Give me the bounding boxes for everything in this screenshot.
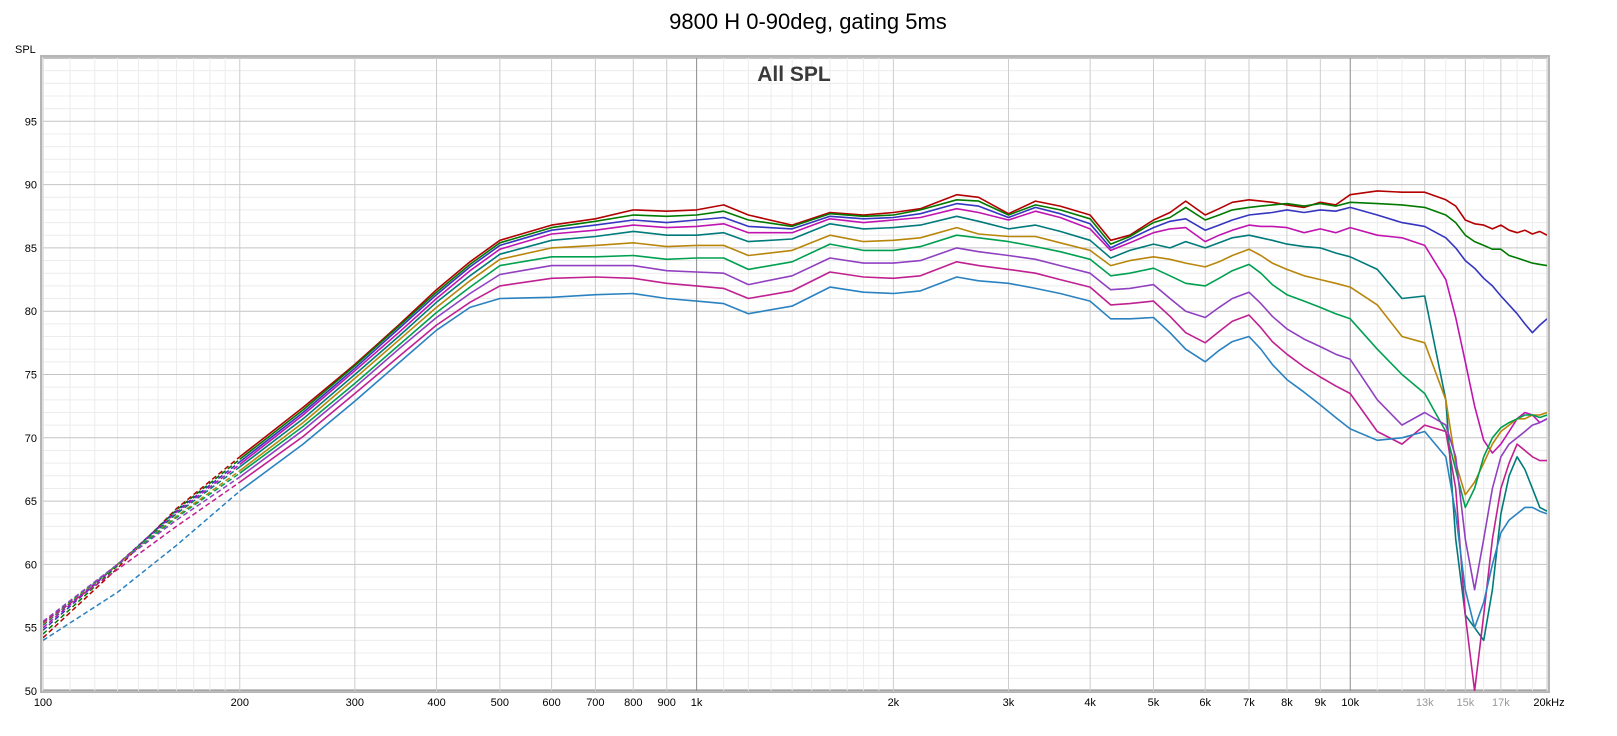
y-tick-label: 90 bbox=[25, 180, 37, 192]
x-tick-label: 8k bbox=[1281, 697, 1293, 709]
y-tick-label: 70 bbox=[25, 433, 37, 445]
x-tick-label: 400 bbox=[427, 697, 445, 709]
x-tick-label: 600 bbox=[542, 697, 560, 709]
y-tick-label: 95 bbox=[25, 116, 37, 128]
y-tick-label: 85 bbox=[25, 243, 37, 255]
y-tick-label: 50 bbox=[25, 686, 37, 698]
x-tick-label: 800 bbox=[624, 697, 642, 709]
grid bbox=[42, 58, 1548, 692]
x-tick-label: 300 bbox=[346, 697, 364, 709]
series-line bbox=[239, 226, 1547, 496]
x-tick-label: 700 bbox=[586, 697, 604, 709]
x-tick-label: 2k bbox=[888, 697, 900, 709]
series-line-extrapolated bbox=[43, 456, 241, 639]
y-axis-ticks: 50 55 60 65 70 75 80 85 90 95 bbox=[25, 116, 37, 698]
y-axis-label: SPL bbox=[15, 44, 36, 56]
x-tick-label: 500 bbox=[491, 697, 509, 709]
x-tick-label: 13k bbox=[1416, 697, 1434, 709]
x-tick-label: 200 bbox=[231, 697, 249, 709]
series-line bbox=[239, 247, 1547, 591]
series-line bbox=[239, 207, 1547, 466]
x-tick-label: 100 bbox=[34, 697, 52, 709]
y-tick-label: 65 bbox=[25, 496, 37, 508]
x-tick-label: 4k bbox=[1084, 697, 1096, 709]
x-tick-label: 1k bbox=[691, 697, 703, 709]
x-tick-label: 7k bbox=[1243, 697, 1255, 709]
series-line-extrapolated bbox=[43, 463, 241, 629]
x-tick-label: 10k bbox=[1341, 697, 1359, 709]
series-line-extrapolated bbox=[43, 472, 241, 624]
x-tick-label: 15k bbox=[1456, 697, 1474, 709]
series-line bbox=[239, 190, 1547, 458]
chart-title: 9800 H 0-90deg, gating 5ms bbox=[669, 9, 947, 34]
x-tick-label: 20kHz bbox=[1533, 697, 1564, 709]
y-tick-label: 80 bbox=[25, 306, 37, 318]
series-line bbox=[239, 199, 1547, 460]
series-group bbox=[43, 190, 1547, 691]
series-line bbox=[239, 202, 1547, 463]
series-line bbox=[239, 260, 1547, 691]
x-tick-label: 17k bbox=[1492, 697, 1510, 709]
y-tick-label: 75 bbox=[25, 370, 37, 382]
series-line-extrapolated bbox=[43, 481, 241, 624]
series-line bbox=[239, 276, 1547, 629]
series-line-extrapolated bbox=[43, 490, 241, 642]
x-tick-label: 9k bbox=[1315, 697, 1327, 709]
x-tick-label: 6k bbox=[1199, 697, 1211, 709]
series-line-extrapolated bbox=[43, 458, 241, 635]
chart-subtitle: All SPL bbox=[757, 63, 831, 86]
x-tick-label: 3k bbox=[1003, 697, 1015, 709]
y-tick-label: 55 bbox=[25, 623, 37, 635]
series-line-extrapolated bbox=[43, 470, 241, 625]
series-line-extrapolated bbox=[43, 476, 241, 622]
series-line bbox=[239, 215, 1547, 642]
x-tick-label: 900 bbox=[658, 697, 676, 709]
y-tick-label: 60 bbox=[25, 559, 37, 571]
series-line-extrapolated bbox=[43, 466, 241, 626]
series-line bbox=[239, 234, 1547, 509]
x-tick-label: 5k bbox=[1148, 697, 1160, 709]
x-axis-ticks: 100 200 300 400 500 600 700 800 900 1k 2k 3k 4k 5k 6k 7… bbox=[34, 697, 1565, 709]
